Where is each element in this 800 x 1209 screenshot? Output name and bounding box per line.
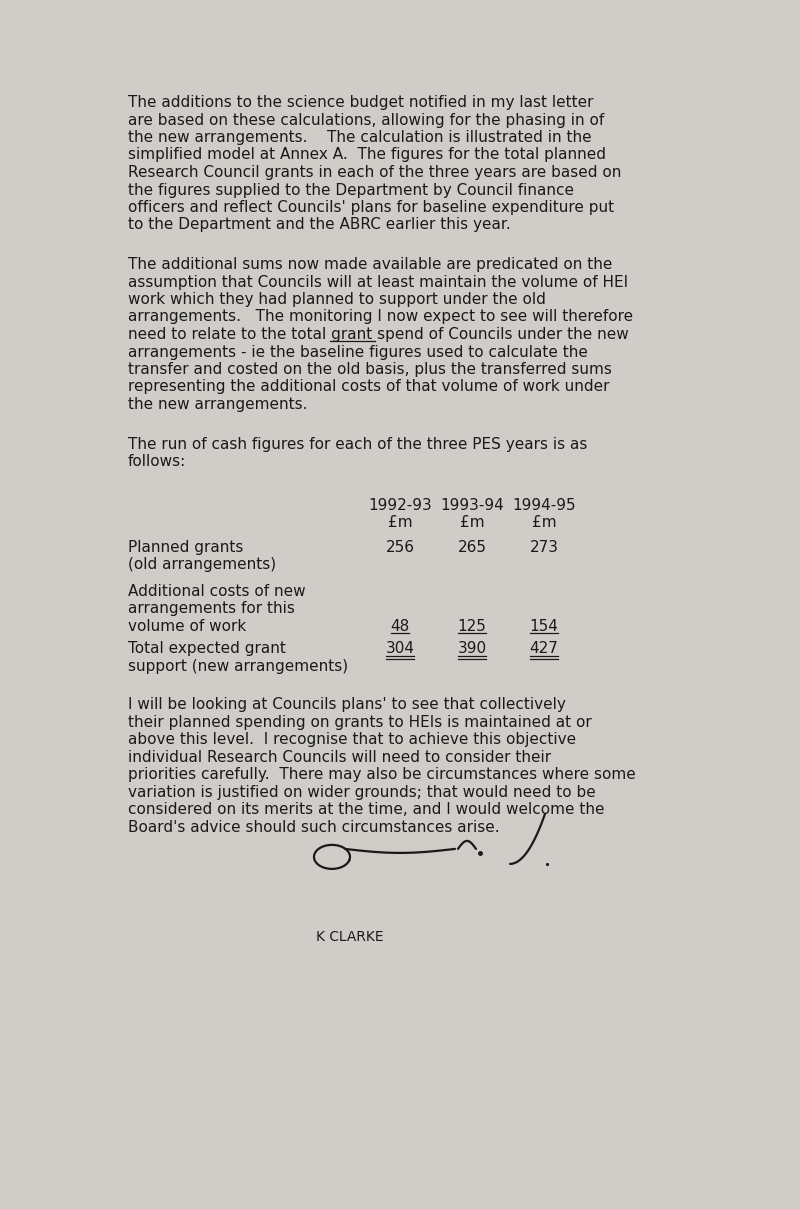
Text: The additions to the science budget notified in my last letter: The additions to the science budget noti… xyxy=(128,96,594,110)
Text: variation is justified on wider grounds; that would need to be: variation is justified on wider grounds;… xyxy=(128,785,596,800)
Text: 427: 427 xyxy=(530,642,558,656)
Text: assumption that Councils will at least maintain the volume of HEI: assumption that Councils will at least m… xyxy=(128,274,628,289)
Text: considered on its merits at the time, and I would welcome the: considered on its merits at the time, an… xyxy=(128,803,605,817)
Text: representing the additional costs of that volume of work under: representing the additional costs of tha… xyxy=(128,380,610,394)
Text: Planned grants: Planned grants xyxy=(128,540,243,555)
Text: 390: 390 xyxy=(458,642,486,656)
Text: support (new arrangements): support (new arrangements) xyxy=(128,659,348,673)
Text: the new arrangements.    The calculation is illustrated in the: the new arrangements. The calculation is… xyxy=(128,131,592,145)
Text: need to relate to the total grant spend of Councils under the new: need to relate to the total grant spend … xyxy=(128,326,629,342)
Text: work which they had planned to support under the old: work which they had planned to support u… xyxy=(128,293,546,307)
Text: their planned spending on grants to HEIs is maintained at or: their planned spending on grants to HEIs… xyxy=(128,715,592,730)
Text: officers and reflect Councils' plans for baseline expenditure put: officers and reflect Councils' plans for… xyxy=(128,199,614,215)
Text: follows:: follows: xyxy=(128,455,186,469)
Text: Total expected grant: Total expected grant xyxy=(128,642,286,656)
Text: £m: £m xyxy=(532,515,556,531)
Text: 1993-94: 1993-94 xyxy=(440,498,504,513)
Text: arrangements.   The monitoring I now expect to see will therefore: arrangements. The monitoring I now expec… xyxy=(128,310,633,324)
Text: above this level.  I recognise that to achieve this objective: above this level. I recognise that to ac… xyxy=(128,733,576,747)
Text: Research Council grants in each of the three years are based on: Research Council grants in each of the t… xyxy=(128,164,622,180)
Text: (old arrangements): (old arrangements) xyxy=(128,557,276,572)
Text: 273: 273 xyxy=(530,540,558,555)
Text: arrangements - ie the baseline figures used to calculate the: arrangements - ie the baseline figures u… xyxy=(128,345,588,359)
Text: 256: 256 xyxy=(386,540,414,555)
Text: to the Department and the ABRC earlier this year.: to the Department and the ABRC earlier t… xyxy=(128,218,510,232)
Text: are based on these calculations, allowing for the phasing in of: are based on these calculations, allowin… xyxy=(128,112,604,127)
Text: £m: £m xyxy=(460,515,484,531)
Text: K CLARKE: K CLARKE xyxy=(316,930,384,944)
Text: volume of work: volume of work xyxy=(128,619,246,634)
Text: The additional sums now made available are predicated on the: The additional sums now made available a… xyxy=(128,258,612,272)
Text: 265: 265 xyxy=(458,540,486,555)
Text: 154: 154 xyxy=(530,619,558,634)
Text: I will be looking at Councils plans' to see that collectively: I will be looking at Councils plans' to … xyxy=(128,698,566,712)
Text: 304: 304 xyxy=(386,642,414,656)
Text: the new arrangements.: the new arrangements. xyxy=(128,397,307,412)
Text: individual Research Councils will need to consider their: individual Research Councils will need t… xyxy=(128,750,551,765)
Text: £m: £m xyxy=(388,515,412,531)
Text: Additional costs of new: Additional costs of new xyxy=(128,584,306,598)
Text: priorities carefully.  There may also be circumstances where some: priorities carefully. There may also be … xyxy=(128,768,636,782)
Text: the figures supplied to the Department by Council finance: the figures supplied to the Department b… xyxy=(128,183,574,197)
Text: transfer and costed on the old basis, plus the transferred sums: transfer and costed on the old basis, pl… xyxy=(128,361,612,377)
Text: Board's advice should such circumstances arise.: Board's advice should such circumstances… xyxy=(128,820,500,835)
Text: arrangements for this: arrangements for this xyxy=(128,601,295,617)
Text: 1992-93: 1992-93 xyxy=(368,498,432,513)
Text: The run of cash figures for each of the three PES years is as: The run of cash figures for each of the … xyxy=(128,436,587,451)
Text: 125: 125 xyxy=(458,619,486,634)
Text: simplified model at Annex A.  The figures for the total planned: simplified model at Annex A. The figures… xyxy=(128,147,606,162)
Text: 48: 48 xyxy=(390,619,410,634)
Text: 1994-95: 1994-95 xyxy=(512,498,576,513)
